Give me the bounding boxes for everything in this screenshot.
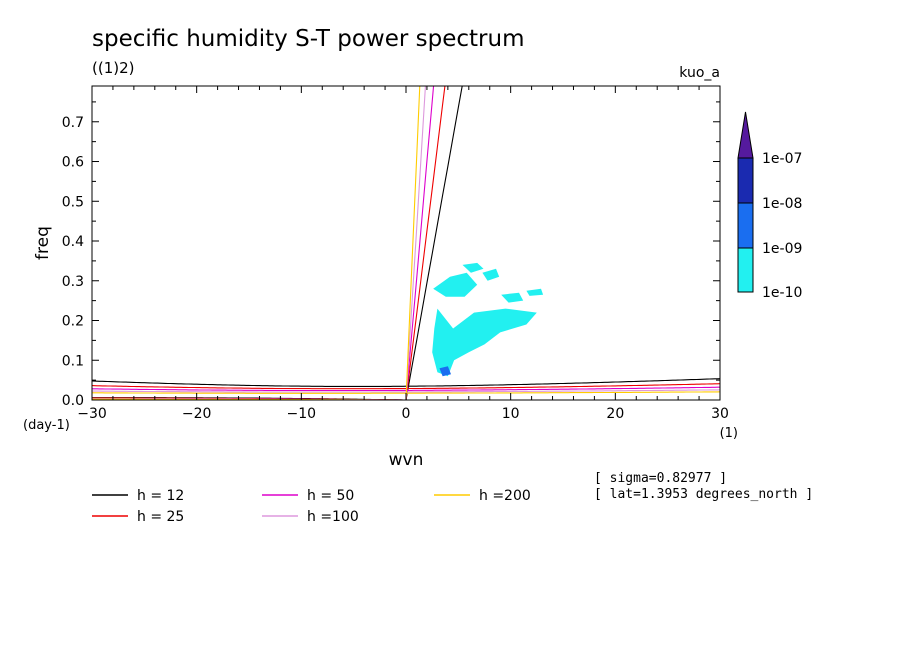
colorbar-segment <box>737 202 754 249</box>
x-tick-label: 0 <box>402 406 411 422</box>
y-tick-label: 0.1 <box>62 353 84 369</box>
colorbar-arrow <box>737 111 754 159</box>
colorbar-label: 1e-09 <box>762 241 802 257</box>
x-tick-label: 10 <box>502 406 520 422</box>
colorbar-label: 1e-08 <box>762 196 802 212</box>
plot-frame <box>91 85 721 401</box>
y-tick-label: 0.0 <box>62 393 84 409</box>
y-tick-label: 0.3 <box>62 274 84 290</box>
x-tick-label: 30 <box>711 406 729 422</box>
chart-title: specific humidity S-T power spectrum <box>92 26 524 52</box>
y-tick-label: 0.6 <box>62 155 84 171</box>
legend-label: h =200 <box>479 488 531 504</box>
y-tick-label: 0.5 <box>62 194 84 210</box>
colorbar: 1e-07 1e-08 1e-09 1e-10 <box>737 111 802 301</box>
legend-label: h = 12 <box>137 488 184 504</box>
power-region-6 <box>439 366 451 377</box>
curve-inertia-gravity-h12 <box>92 378 720 387</box>
x-tick-label: 20 <box>606 406 624 422</box>
legend-label: h = 25 <box>137 509 184 525</box>
colorbar-segment <box>737 247 754 293</box>
y-tick-label: 0.7 <box>62 115 84 131</box>
curve-kelvin-h12 <box>405 86 463 400</box>
x-tick-label: −20 <box>182 406 212 422</box>
power-region-0 <box>432 308 537 377</box>
x-tick-label: −30 <box>77 406 107 422</box>
power-region-1 <box>433 272 478 297</box>
power-region-4 <box>501 292 524 303</box>
legend-label: h =100 <box>307 509 359 525</box>
colorbar-segment <box>737 157 754 204</box>
axis-ticks: −30 −20 −10 0 10 20 30 0.0 0.1 0.2 0.3 0.4 0.5 0.6 0.7 <box>62 86 729 422</box>
x-tick-label: −10 <box>287 406 317 422</box>
sigma-annotation: [ sigma=0.82977 ] <box>594 471 727 486</box>
legend: h = 12 h = 25 h = 50 h =100 h =200 <box>92 488 531 525</box>
lat-annotation: [ lat=1.3953 degrees_north ] <box>594 487 813 502</box>
x-axis-label: wvn <box>389 450 424 470</box>
y-axis-label: freq <box>33 226 53 260</box>
y-tick-label: 0.2 <box>62 314 84 330</box>
chart-subtitle: ((1)2) <box>92 59 135 77</box>
power-region-2 <box>462 262 484 273</box>
power-regions <box>432 262 544 377</box>
y-axis-unit: (day-1) <box>23 418 70 433</box>
power-region-3 <box>482 268 500 281</box>
legend-label: h = 50 <box>307 488 354 504</box>
colorbar-label: 1e-10 <box>762 285 802 301</box>
colorbar-label: 1e-07 <box>762 151 802 167</box>
dispersion-curves <box>92 86 720 400</box>
x-axis-unit: (1) <box>720 426 738 441</box>
power-region-5 <box>526 288 544 296</box>
y-tick-label: 0.4 <box>62 234 84 250</box>
model-label: kuo_a <box>679 65 720 81</box>
